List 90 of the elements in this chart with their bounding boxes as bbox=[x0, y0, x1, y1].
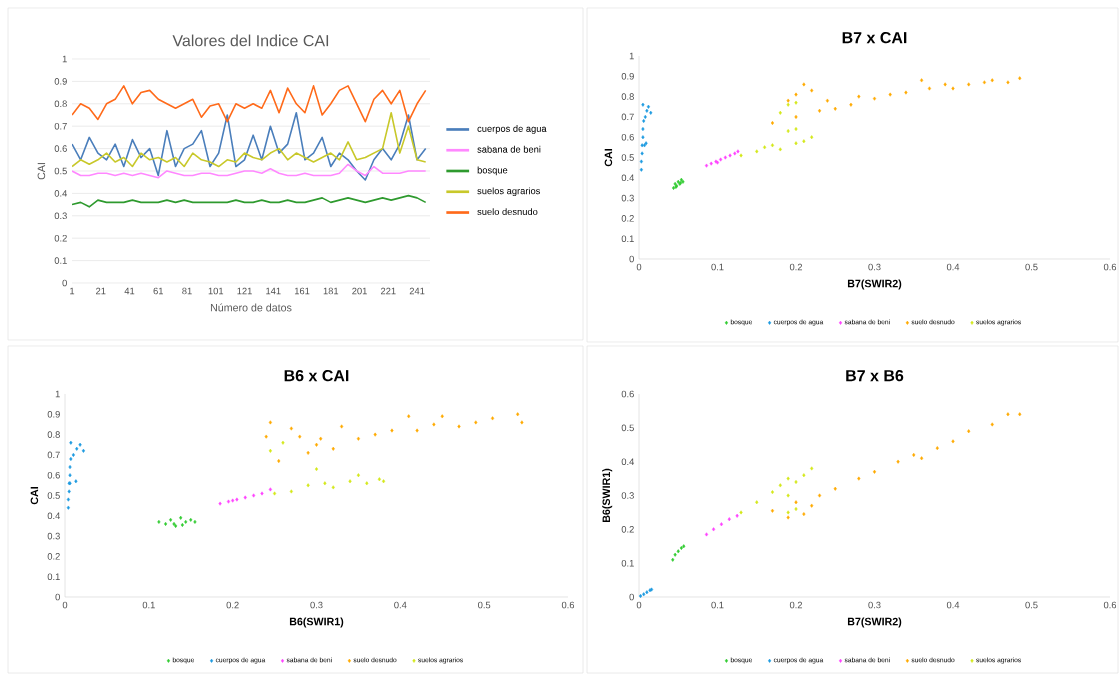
y-tick-label: 0.9 bbox=[47, 411, 60, 418]
y-tick-label: 0.4 bbox=[47, 512, 61, 520]
y-axis-title: CAI bbox=[37, 163, 46, 180]
x-axis-title: B7(SWIR2) bbox=[847, 279, 902, 290]
y-tick-label: 0.1 bbox=[621, 559, 634, 567]
chart-title: B7 x CAI bbox=[842, 31, 907, 44]
y-axis-title: CAI bbox=[604, 149, 613, 167]
y-tick-label: 0.6 bbox=[621, 390, 634, 398]
x-tick-label: 0.6 bbox=[561, 601, 575, 609]
x-tick-label: 181 bbox=[323, 287, 339, 295]
y-tick-label: 0.5 bbox=[54, 167, 67, 175]
y-tick-label: 0.1 bbox=[47, 573, 60, 580]
x-tick-label: 121 bbox=[237, 287, 252, 295]
x-tick-label: 61 bbox=[153, 287, 163, 295]
y-tick-label: 0.4 bbox=[54, 190, 68, 197]
x-tick-label: 0.2 bbox=[789, 601, 803, 609]
x-tick-label: 21 bbox=[96, 287, 106, 295]
x-tick-label: 0.6 bbox=[1103, 601, 1117, 609]
x-tick-label: 0 bbox=[636, 263, 642, 271]
y-tick-label: 0 bbox=[629, 255, 634, 263]
y-tick-label: 0.3 bbox=[621, 492, 634, 499]
x-tick-label: 0.5 bbox=[1025, 263, 1038, 271]
x-tick-label: 0.1 bbox=[711, 263, 724, 271]
y-tick-label: 0.1 bbox=[621, 235, 634, 242]
x-tick-label: 0.1 bbox=[711, 601, 724, 609]
chart-title: B6 x CAI bbox=[284, 369, 349, 382]
y-tick-label: 0.2 bbox=[54, 234, 67, 242]
x-tick-label: 201 bbox=[352, 287, 367, 295]
x-tick-label: 221 bbox=[380, 287, 396, 295]
x-axis-title: B6(SWIR1) bbox=[289, 617, 344, 628]
legend-label: sabana de beni bbox=[477, 145, 541, 153]
x-tick-label: 141 bbox=[266, 287, 281, 295]
y-tick-label: 0.2 bbox=[621, 215, 634, 222]
x-tick-label: 101 bbox=[208, 287, 224, 295]
y-tick-label: 0.9 bbox=[621, 73, 634, 80]
y-tick-label: 0.3 bbox=[621, 194, 634, 202]
y-tick-label: 0.6 bbox=[47, 471, 60, 479]
y-tick-label: 1 bbox=[62, 55, 67, 63]
x-tick-label: 1 bbox=[70, 287, 75, 295]
x-tick-label: 161 bbox=[294, 287, 310, 295]
chart-title: B7 x B6 bbox=[846, 369, 904, 382]
y-tick-label: 0.8 bbox=[621, 93, 634, 100]
y-tick-label: 0.7 bbox=[54, 122, 67, 130]
y-tick-label: 0.3 bbox=[54, 212, 67, 220]
y-tick-label: 0.7 bbox=[47, 451, 60, 459]
y-tick-label: 0.5 bbox=[47, 492, 60, 499]
y-tick-label: 0 bbox=[629, 593, 634, 601]
legend-label: suelos agrarios bbox=[477, 187, 541, 197]
y-tick-label: 0 bbox=[55, 593, 60, 601]
y-tick-label: 0.1 bbox=[54, 257, 67, 264]
y-axis-title: CAI bbox=[30, 487, 39, 505]
y-tick-label: 1 bbox=[629, 52, 634, 60]
x-axis-title: B7(SWIR2) bbox=[847, 617, 902, 628]
y-tick-label: 0 bbox=[62, 279, 67, 287]
y-tick-label: 0.5 bbox=[621, 154, 634, 161]
y-tick-label: 0.3 bbox=[47, 532, 60, 540]
y-tick-label: 0.2 bbox=[47, 553, 60, 560]
x-tick-label: 0.4 bbox=[394, 601, 407, 609]
x-tick-label: 0 bbox=[636, 601, 642, 609]
x-tick-label: 241 bbox=[409, 287, 425, 295]
x-tick-label: 0.3 bbox=[868, 263, 881, 271]
y-tick-label: 0.4 bbox=[621, 174, 635, 182]
y-tick-label: 1 bbox=[55, 390, 60, 398]
legend-label: bosque bbox=[477, 166, 508, 176]
x-tick-label: 0.2 bbox=[226, 601, 239, 609]
x-tick-label: 0.2 bbox=[789, 263, 803, 271]
y-tick-label: 0.7 bbox=[621, 113, 634, 121]
y-tick-label: 0.2 bbox=[621, 526, 634, 533]
y-tick-label: 0.6 bbox=[621, 133, 634, 141]
x-tick-label: 0.4 bbox=[946, 263, 960, 271]
y-tick-label: 0.4 bbox=[621, 458, 635, 465]
y-tick-label: 0.8 bbox=[47, 431, 60, 438]
x-tick-label: 0.1 bbox=[142, 601, 155, 609]
legend-label: suelo desnudo bbox=[477, 208, 538, 215]
y-tick-label: 0.8 bbox=[54, 100, 67, 108]
y-tick-label: 0.9 bbox=[54, 78, 67, 85]
x-tick-label: 0.3 bbox=[868, 601, 881, 609]
x-tick-label: 0.4 bbox=[946, 601, 960, 609]
y-axis-title: B6(SWIR1) bbox=[602, 468, 613, 523]
legend-label: cuerpos de agua bbox=[477, 125, 547, 134]
x-tick-label: 41 bbox=[124, 287, 135, 295]
x-tick-label: 81 bbox=[182, 287, 192, 295]
x-tick-label: 0.5 bbox=[1025, 601, 1038, 609]
chart-title: Valores del Indice CAI bbox=[172, 34, 329, 47]
y-tick-label: 0.5 bbox=[621, 424, 634, 432]
x-tick-label: 0.3 bbox=[310, 601, 323, 609]
y-tick-label: 0.6 bbox=[54, 145, 67, 152]
x-tick-label: 0.5 bbox=[478, 601, 491, 609]
x-tick-label: 0.6 bbox=[1103, 263, 1117, 271]
x-axis-title: Número de datos bbox=[210, 303, 292, 312]
